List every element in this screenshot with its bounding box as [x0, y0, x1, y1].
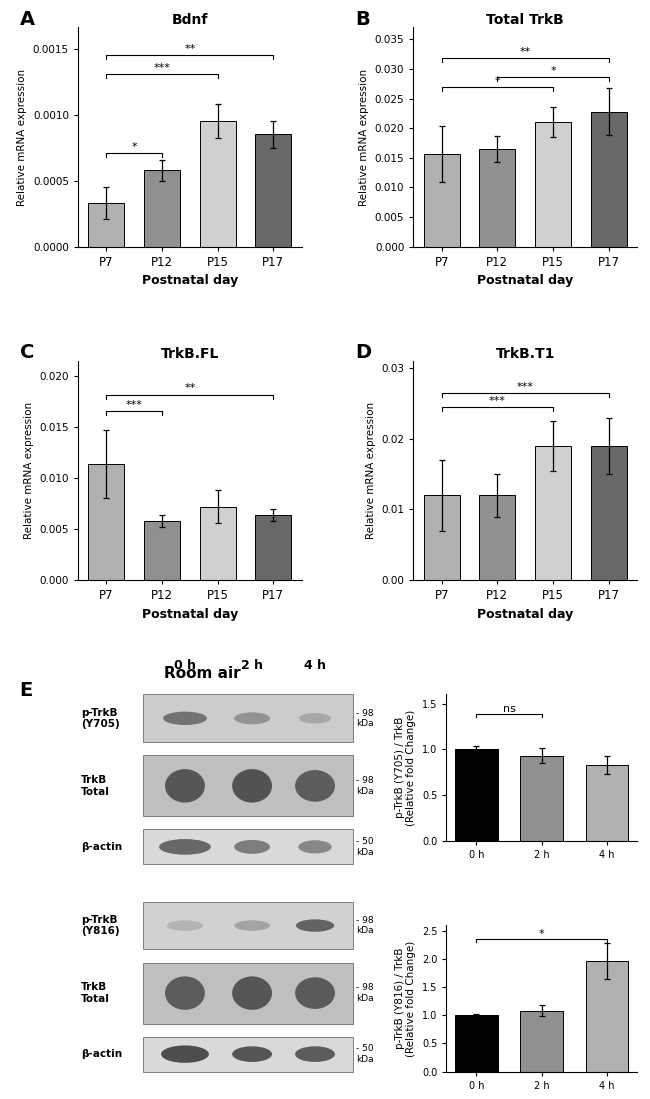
Bar	[535, 122, 571, 247]
Text: ***: ***	[153, 63, 170, 73]
Bar	[586, 961, 629, 1072]
Text: TrkB
Total: TrkB Total	[81, 983, 110, 1003]
Text: TrkB
Total: TrkB Total	[81, 775, 110, 797]
Bar	[479, 149, 515, 247]
Y-axis label: Relative mRNA expression: Relative mRNA expression	[359, 68, 369, 206]
Bar	[144, 170, 180, 247]
Text: *: *	[131, 142, 137, 152]
Y-axis label: p-TrkB (Y705) / TrkB
(Relative fold Change): p-TrkB (Y705) / TrkB (Relative fold Chan…	[395, 709, 417, 825]
Bar	[586, 765, 629, 841]
Bar	[535, 446, 571, 580]
Y-axis label: p-TrkB (Y816) / TrkB
(Relative fold Change): p-TrkB (Y816) / TrkB (Relative fold Chan…	[395, 941, 416, 1056]
X-axis label: Postnatal day: Postnatal day	[142, 275, 238, 287]
Title: Total TrkB: Total TrkB	[486, 13, 564, 27]
Text: β-actin: β-actin	[81, 842, 122, 852]
Text: - 98
kDa: - 98 kDa	[356, 915, 374, 935]
Bar	[88, 203, 124, 247]
Text: C: C	[20, 343, 34, 363]
Text: β-actin: β-actin	[81, 1050, 122, 1059]
Text: - 50
kDa: - 50 kDa	[356, 1044, 374, 1064]
Text: E: E	[20, 681, 32, 700]
Title: TrkB.T1: TrkB.T1	[495, 347, 555, 360]
Bar	[591, 446, 627, 580]
Text: 4 h: 4 h	[304, 659, 326, 673]
Bar	[144, 521, 180, 580]
Text: B: B	[356, 10, 370, 29]
Bar	[455, 750, 497, 841]
Bar	[200, 507, 236, 580]
Bar	[424, 496, 460, 580]
Text: Room air: Room air	[164, 666, 240, 681]
Text: ***: ***	[517, 381, 534, 391]
Text: 0 h: 0 h	[174, 659, 196, 673]
Text: **: **	[184, 384, 196, 393]
Bar	[255, 134, 291, 247]
Bar	[88, 464, 124, 580]
Bar	[455, 1015, 497, 1072]
Bar	[479, 496, 515, 580]
Bar	[255, 515, 291, 580]
Text: A: A	[20, 10, 35, 29]
Bar	[424, 154, 460, 247]
Title: Bdnf: Bdnf	[172, 13, 208, 27]
Text: 2 h: 2 h	[241, 659, 263, 673]
Text: **: **	[184, 44, 196, 54]
Text: p-TrkB
(Y705): p-TrkB (Y705)	[81, 708, 120, 729]
Text: *: *	[495, 76, 500, 86]
Text: ***: ***	[489, 396, 506, 406]
Text: p-TrkB
(Y816): p-TrkB (Y816)	[81, 914, 120, 936]
X-axis label: Postnatal day: Postnatal day	[142, 608, 238, 621]
Bar	[521, 1011, 563, 1072]
Y-axis label: Relative mRNA expression: Relative mRNA expression	[18, 68, 27, 206]
Bar	[591, 112, 627, 247]
Bar	[521, 756, 563, 841]
Bar	[200, 121, 236, 247]
Text: *: *	[539, 929, 545, 939]
Text: ***: ***	[125, 400, 142, 410]
Text: - 98
kDa: - 98 kDa	[356, 709, 374, 728]
Text: - 98
kDa: - 98 kDa	[356, 984, 374, 1002]
Text: - 50
kDa: - 50 kDa	[356, 837, 374, 856]
Text: ns: ns	[502, 703, 515, 713]
Title: TrkB.FL: TrkB.FL	[161, 347, 219, 360]
Text: *: *	[551, 66, 556, 76]
X-axis label: Postnatal day: Postnatal day	[477, 608, 573, 621]
Text: - 98
kDa: - 98 kDa	[356, 776, 374, 796]
Y-axis label: Relative mRNA expression: Relative mRNA expression	[366, 402, 376, 540]
Text: D: D	[356, 343, 371, 363]
Y-axis label: Relative mRNA expression: Relative mRNA expression	[24, 402, 34, 540]
X-axis label: Postnatal day: Postnatal day	[477, 275, 573, 287]
Text: **: **	[519, 47, 531, 57]
